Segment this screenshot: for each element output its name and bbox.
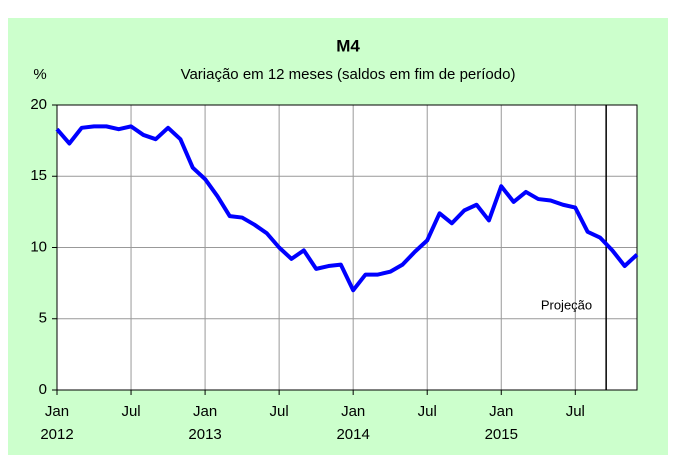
- plot-border: [56, 104, 638, 391]
- x-tick-label: Jan 2012: [40, 403, 73, 443]
- x-tick-label: Jul: [566, 403, 585, 420]
- y-tick-label: 10: [30, 238, 47, 255]
- x-tick-label: Jan 2013: [188, 403, 221, 443]
- data-line: [55, 124, 639, 293]
- y-tick-label: 5: [39, 310, 47, 327]
- x-tick-label: Jan 2014: [336, 403, 369, 443]
- y-tick-label: 15: [30, 167, 47, 184]
- x-tick-label: Jan 2015: [485, 403, 518, 443]
- projection-label: Projeção: [541, 297, 592, 312]
- chart-title: M4: [336, 36, 360, 55]
- x-tick-label: Jul: [121, 403, 140, 420]
- y-tick-label: 20: [30, 96, 47, 113]
- chart-subtitle: Variação em 12 meses (saldos em fim de p…: [181, 66, 516, 83]
- y-tick-label: 0: [39, 381, 47, 398]
- y-unit: %: [33, 66, 46, 83]
- x-tick-label: Jul: [418, 403, 437, 420]
- x-tick-label: Jul: [270, 403, 289, 420]
